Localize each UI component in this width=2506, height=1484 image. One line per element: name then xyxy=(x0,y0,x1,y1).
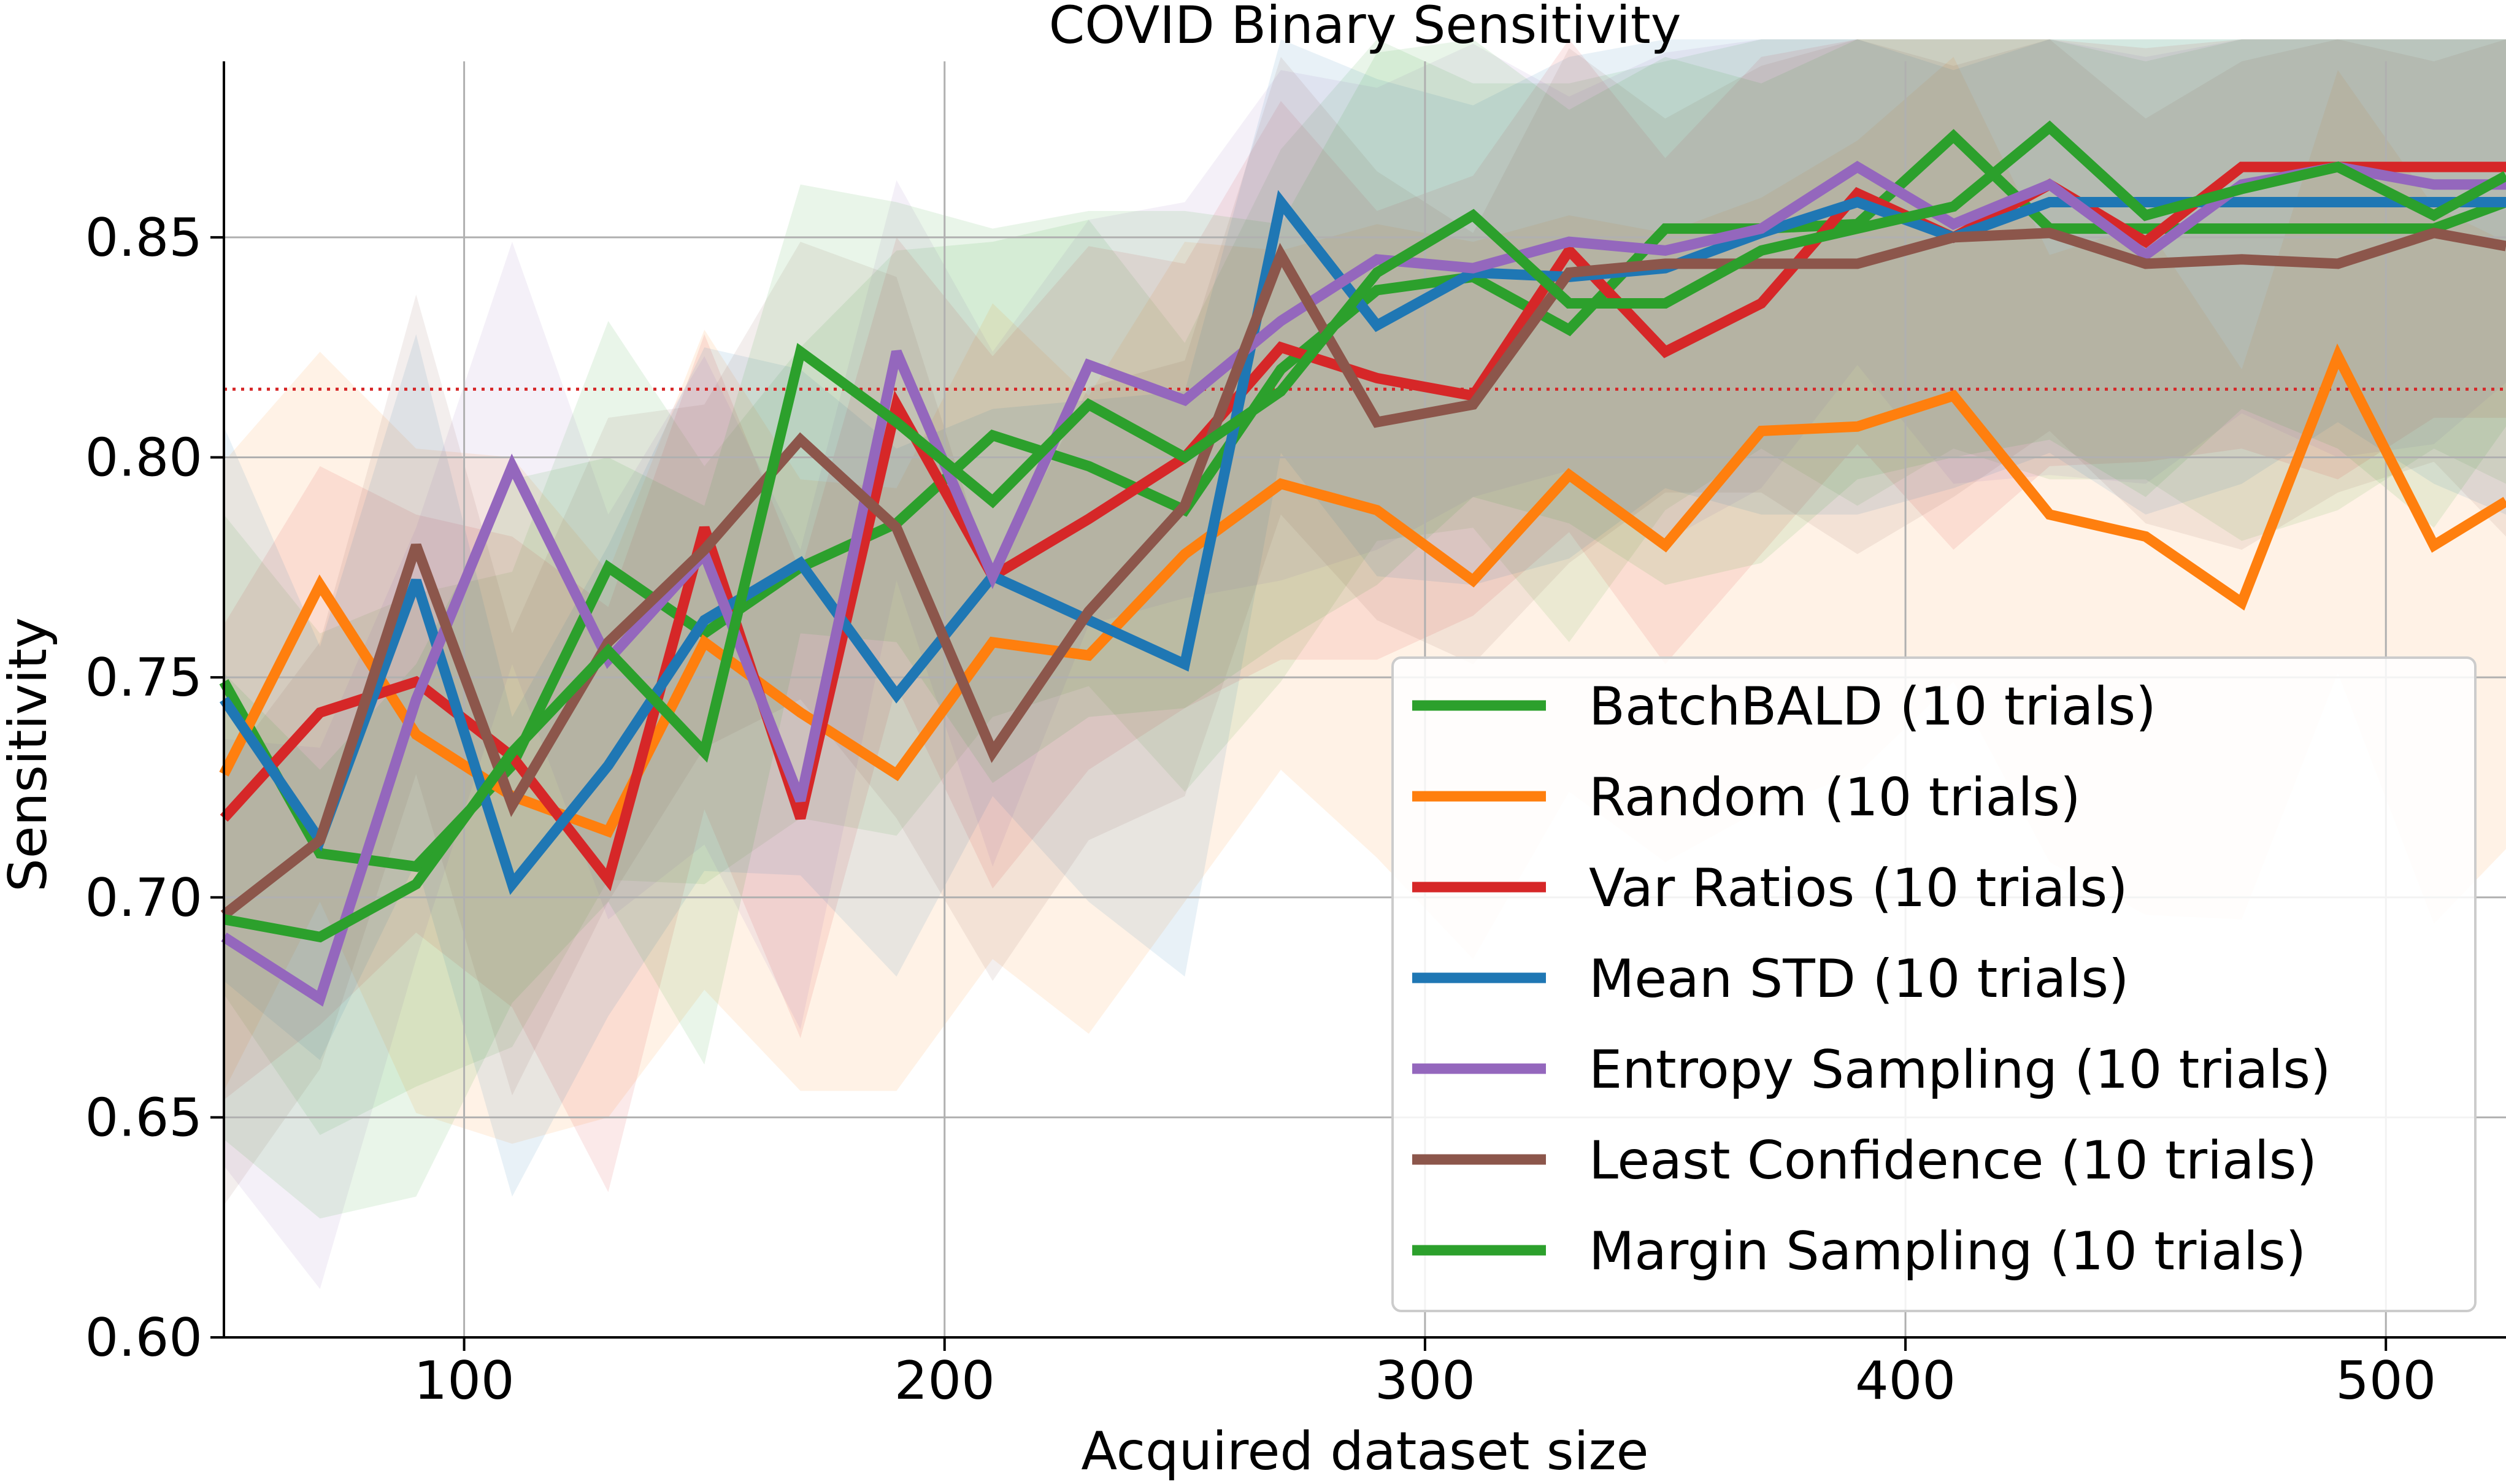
legend-label-5: Least Confidence (10 trials) xyxy=(1589,1130,2317,1191)
series-line-1 xyxy=(219,343,2506,838)
x-tick-label-3: 400 xyxy=(1855,1350,1956,1412)
chart-title: COVID Binary Sensitivity xyxy=(1049,0,1682,55)
band-2 xyxy=(224,39,2506,1193)
series-line-6 xyxy=(223,120,2506,943)
band-6 xyxy=(224,39,2506,1219)
y-tick-label-1: 0.65 xyxy=(85,1087,202,1148)
legend-box xyxy=(1391,656,2477,1312)
x-tick-label-2: 300 xyxy=(1375,1350,1475,1412)
legend-label-2: Var Ratios (10 trials) xyxy=(1589,858,2128,919)
legend-label-4: Entropy Sampling (10 trials) xyxy=(1589,1039,2331,1101)
axes xyxy=(210,61,2506,1351)
y-axis-label: Sensitivity xyxy=(0,617,59,892)
x-axis-label: Acquired dataset size xyxy=(1081,1421,1648,1482)
legend: BatchBALD (10 trials) Random (10 trials) V… xyxy=(1391,656,2477,1312)
band-1 xyxy=(224,56,2506,1144)
legend-label-3: Mean STD (10 trials) xyxy=(1589,948,2129,1010)
confidence-bands xyxy=(224,39,2506,1290)
tick-labels: 100 200 300 400 500 0.60 0.65 0.70 0.75 0.80 0.85 xyxy=(85,207,2437,1412)
x-tick-label-4: 500 xyxy=(2335,1350,2436,1412)
band-0 xyxy=(224,39,2506,1136)
y-tick-label-0: 0.60 xyxy=(85,1307,202,1369)
series-line-2 xyxy=(220,161,2506,891)
y-tick-label-5: 0.85 xyxy=(85,207,202,269)
legend-label-6: Margin Sampling (10 trials) xyxy=(1589,1221,2306,1282)
band-4 xyxy=(224,39,2506,1290)
legend-label-0: BatchBALD (10 trials) xyxy=(1589,676,2156,737)
band-3 xyxy=(224,39,2506,1197)
x-tick-label-1: 200 xyxy=(894,1350,995,1412)
series-lines xyxy=(219,120,2506,1007)
y-tick-label-4: 0.80 xyxy=(85,428,202,489)
series-line-4 xyxy=(221,161,2506,1007)
band-5 xyxy=(224,39,2506,1205)
series-line-3 xyxy=(219,190,2506,895)
x-tick-label-0: 100 xyxy=(414,1350,515,1412)
legend-label-1: Random (10 trials) xyxy=(1589,767,2081,828)
y-tick-label-3: 0.75 xyxy=(85,647,202,709)
series-line-0 xyxy=(219,129,2506,872)
y-tick-label-2: 0.70 xyxy=(85,867,202,929)
series-line-5 xyxy=(220,227,2506,920)
